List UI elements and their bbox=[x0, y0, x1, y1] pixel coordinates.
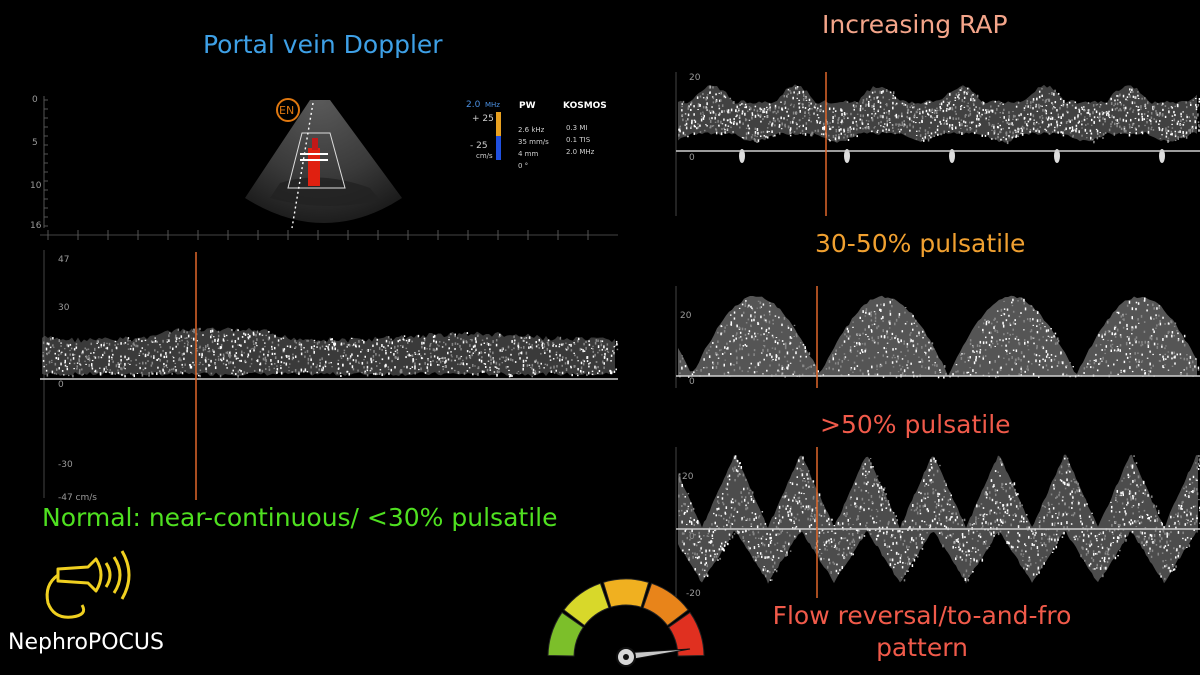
color-scale-unit: cm/s bbox=[476, 152, 493, 160]
color-freq-unit: MHz bbox=[485, 101, 500, 109]
kosmos-title: KOSMOS bbox=[563, 101, 607, 111]
gauge-segment bbox=[667, 611, 705, 657]
increasing-rap-title: Increasing RAP bbox=[822, 10, 1008, 39]
kosmos-line-1: 0.3 MI bbox=[566, 124, 587, 132]
pw-title: PW bbox=[519, 101, 536, 111]
severe-pulsatile-spectrum: 20 0 -20 bbox=[675, 447, 1200, 599]
color-scale-bar bbox=[496, 112, 501, 136]
mild-tick-20: 20 bbox=[680, 311, 692, 321]
en-logo-text: EN bbox=[279, 104, 294, 117]
pulsatility-gauge bbox=[547, 578, 705, 667]
color-freq: 2.0 bbox=[466, 100, 481, 110]
normal-tick-30: 30 bbox=[58, 303, 70, 313]
normal-tick-neg30: -30 bbox=[58, 460, 73, 470]
pw-line-3: 4 mm bbox=[518, 150, 538, 158]
color-box bbox=[287, 132, 346, 189]
normal-tick-0: 0 bbox=[58, 380, 64, 390]
color-scale-top: + 25 bbox=[472, 114, 494, 124]
flow-reversal-caption: Flow reversal/to-and-fro pattern bbox=[772, 601, 1072, 662]
mild-pulsatile-spectrum: 20 0 bbox=[675, 286, 1200, 388]
nephropocus-logo bbox=[45, 550, 131, 619]
pw-line-2: 35 mm/s bbox=[518, 138, 549, 146]
portal-vein-title: Portal vein Doppler bbox=[203, 30, 443, 59]
severe-pulsatile-title: >50% pulsatile bbox=[820, 410, 1011, 439]
brand-name: NephroPOCUS bbox=[8, 630, 164, 655]
kosmos-line-3: 2.0 MHz bbox=[566, 148, 595, 156]
depth-tick-10: 10 bbox=[30, 181, 42, 191]
depth-tick-16: 16 bbox=[30, 221, 42, 231]
normal-spectrum: 47 30 0 -30 -47 cm/s bbox=[40, 230, 619, 502]
gauge-segment bbox=[563, 582, 610, 627]
color-scale-bottom: - 25 bbox=[470, 141, 488, 151]
en-logo bbox=[276, 98, 300, 122]
gauge-needle bbox=[616, 647, 691, 667]
gauge-segment bbox=[547, 611, 585, 657]
rap-tick-0: 0 bbox=[689, 153, 695, 163]
rap-spectrum: 20 0 bbox=[675, 72, 1200, 216]
color-flow bbox=[308, 148, 320, 186]
normal-tick-47: 47 bbox=[58, 255, 69, 265]
gauge-segment bbox=[602, 578, 650, 608]
bmode-panel: 0 5 10 16 EN 2.0 MHz + 25 - 25 cm/s PW 2… bbox=[30, 95, 607, 231]
gauge-segment bbox=[642, 582, 689, 627]
pw-line-1: 2.6 kHz bbox=[518, 126, 545, 134]
normal-flow-band bbox=[42, 327, 619, 378]
depth-tick-0: 0 bbox=[32, 95, 38, 105]
normal-caption: Normal: near-continuous/ <30% pulsatile bbox=[42, 503, 558, 532]
depth-tick-5: 5 bbox=[32, 138, 38, 148]
mild-pulsatile-title: 30-50% pulsatile bbox=[815, 229, 1026, 258]
probe-icon bbox=[56, 557, 103, 593]
normal-tick-neg47: -47 cm/s bbox=[58, 493, 97, 502]
severe-tick-20: 20 bbox=[682, 472, 694, 482]
severe-tick-neg20: -20 bbox=[686, 589, 701, 599]
rap-tick-20: 20 bbox=[689, 73, 701, 83]
kosmos-line-2: 0.1 TIS bbox=[566, 136, 591, 144]
pw-line-4: 0 ° bbox=[518, 162, 528, 170]
mild-tick-0: 0 bbox=[689, 377, 695, 387]
